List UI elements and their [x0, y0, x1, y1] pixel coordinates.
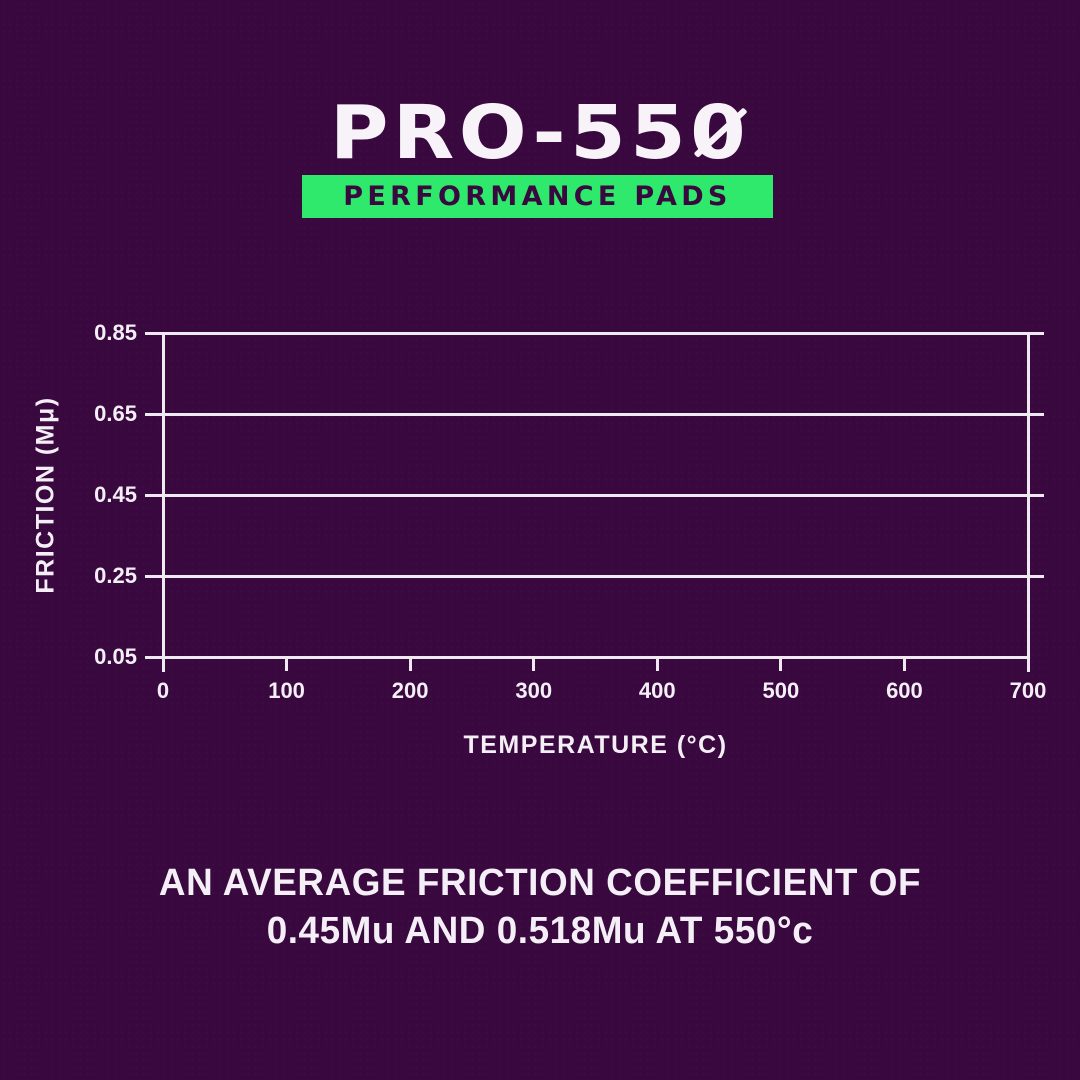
x-tick-600 [902, 657, 906, 671]
x-tick-label-300: 300 [515, 678, 553, 703]
x-tick-label-500: 500 [762, 678, 800, 703]
x-tick-label-0: 0 [156, 678, 170, 703]
badge-label: PERFORMANCE PADS [343, 181, 732, 212]
x-tick-label-400: 400 [638, 678, 676, 703]
x-tick-label-200: 200 [391, 678, 429, 703]
x-tick-400 [655, 657, 659, 671]
x-tick-200 [408, 657, 412, 671]
gridline-y-0.45 [145, 493, 1044, 497]
gridline-y-0.25 [145, 574, 1044, 578]
y-tick-label-0.45: 0.45 [94, 482, 137, 507]
product-title: PRO-550 [0, 96, 1080, 170]
plot-area: 0.05 0.25 0.45 0.65 0.85 0 100 200 300 400 500 600 7… [94, 320, 1046, 703]
gridline-y-0.05 [145, 655, 1028, 659]
x-tick-label-100: 100 [268, 678, 305, 703]
right-axis-line [1026, 333, 1030, 672]
x-tick-300 [532, 657, 536, 671]
product-title-slashed-zero: 0 [690, 90, 751, 176]
y-tick-label-0.25: 0.25 [94, 563, 137, 588]
product-title-prefix: PRO-55 [329, 90, 691, 176]
x-tick-500 [779, 657, 783, 671]
left-axis-line [161, 333, 165, 672]
performance-pads-badge: PERFORMANCE PADS [302, 175, 773, 218]
y-axis-title: FRICTION (Mμ) [31, 396, 60, 594]
caption-text: AN AVERAGE FRICTION COEFFICIENT OF 0.45M… [16, 860, 1064, 955]
x-tick-label-600: 600 [886, 678, 923, 703]
y-tick-label-0.65: 0.65 [94, 401, 137, 426]
y-tick-label-0.05: 0.05 [94, 644, 137, 669]
gridline-y-0.85 [145, 331, 1044, 335]
caption-line-1: AN AVERAGE FRICTION COEFFICIENT OF [158, 862, 922, 904]
gridline-y-0.65 [145, 412, 1044, 416]
x-tick-100 [285, 657, 289, 671]
x-axis-title: TEMPERATURE (°C) [463, 731, 728, 759]
y-tick-label-0.85: 0.85 [94, 320, 137, 345]
caption-line-2: 0.45Mu AND 0.518Mu AT 550°c [266, 909, 814, 952]
x-tick-label-700: 700 [1009, 678, 1047, 703]
